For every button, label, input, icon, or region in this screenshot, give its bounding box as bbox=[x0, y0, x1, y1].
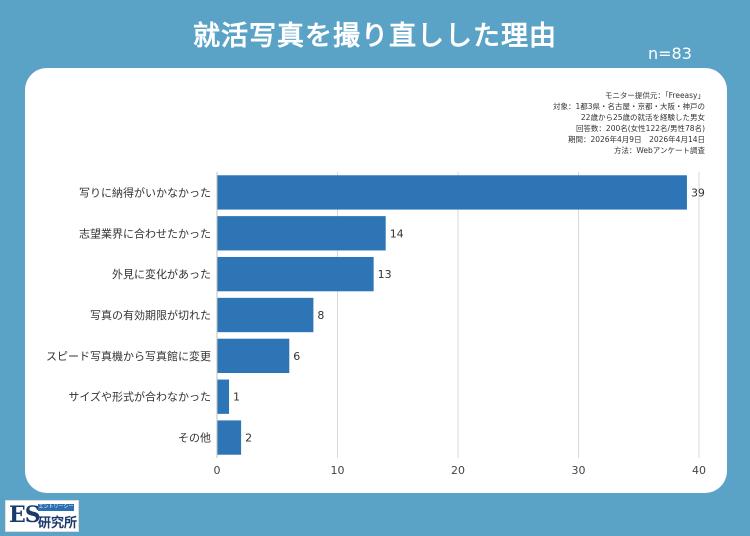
survey-info-line: 期間：2026年4月9日 2026年4月14日 bbox=[567, 135, 705, 144]
logo-name: 研究所 bbox=[38, 516, 78, 531]
x-tick-label: 40 bbox=[692, 464, 706, 477]
bar bbox=[217, 175, 687, 210]
x-tick-label: 30 bbox=[572, 464, 586, 477]
sample-size-label: n=83 bbox=[648, 44, 692, 63]
category-label: 写真の有効期限が切れた bbox=[90, 308, 211, 322]
data-label: 6 bbox=[293, 350, 300, 363]
x-tick-label: 10 bbox=[331, 464, 345, 477]
category-label: 外見に変化があった bbox=[112, 267, 211, 281]
es-lab-logo: ES エントリーシート 研究所 bbox=[5, 500, 79, 532]
bar bbox=[217, 338, 290, 374]
bar bbox=[217, 216, 386, 251]
data-label: 2 bbox=[245, 432, 252, 445]
category-label: スピード写真機から写真館に変更 bbox=[46, 349, 211, 363]
survey-info-line: モニター提供元：「Freeasy」 bbox=[604, 91, 705, 100]
logo-mark: ES bbox=[9, 502, 41, 528]
category-label: サイズや形式が合わなかった bbox=[68, 390, 211, 404]
category-label: 写りに納得がいかなかった bbox=[79, 185, 211, 199]
bar bbox=[217, 297, 314, 333]
data-label: 14 bbox=[390, 227, 404, 240]
data-label: 8 bbox=[317, 309, 324, 322]
survey-info-line: 22歳から25歳の就活を経験した男女 bbox=[580, 113, 705, 122]
bar bbox=[217, 420, 242, 455]
data-label: 1 bbox=[233, 391, 240, 404]
data-label: 39 bbox=[691, 186, 705, 199]
survey-info-line: 方法：Webアンケート調査 bbox=[613, 146, 705, 155]
data-label: 13 bbox=[378, 268, 392, 281]
x-tick-label: 0 bbox=[214, 464, 221, 477]
x-tick-label: 20 bbox=[451, 464, 465, 477]
survey-info-line: 回答数：200名(女性122名/男性78名) bbox=[575, 124, 705, 133]
bar bbox=[217, 379, 230, 414]
bar-chart: 0 10 20 30 40 39 写りに納得がいかなかった 14 志望業界に合わせたかった 13 外… bbox=[46, 172, 706, 477]
survey-info-line: 対象：1都3県・名古屋・京都・大阪・神戸の bbox=[552, 102, 705, 111]
survey-info: モニター提供元：「Freeasy」 対象：1都3県・名古屋・京都・大阪・神戸の … bbox=[553, 90, 705, 156]
chart-title: 就活写真を撮り直しした理由 bbox=[193, 21, 557, 52]
logo-tag: エントリーシート bbox=[38, 504, 74, 517]
chart-card: モニター提供元：「Freeasy」 対象：1都3県・名古屋・京都・大阪・神戸の … bbox=[25, 68, 727, 493]
bar bbox=[217, 256, 374, 292]
category-label: 志望業界に合わせたかった bbox=[79, 226, 211, 240]
category-label: その他 bbox=[178, 432, 211, 445]
